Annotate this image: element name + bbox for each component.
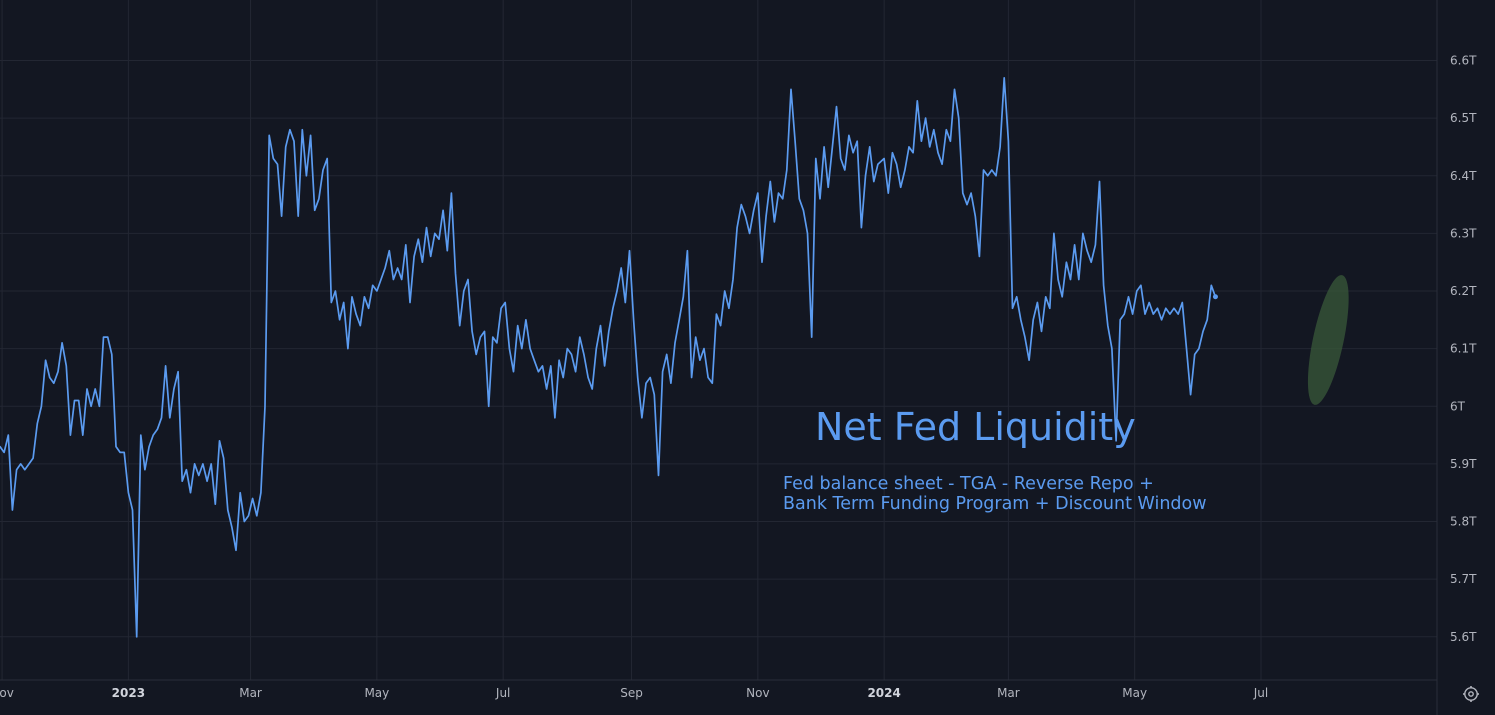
y-tick-label: 5.9T — [1450, 457, 1477, 471]
x-tick-label: May — [1122, 686, 1147, 700]
y-tick-label: 5.8T — [1450, 515, 1477, 529]
x-tick-label: Mar — [239, 686, 262, 700]
y-tick-label: 5.6T — [1450, 630, 1477, 644]
chart-subtitle-line-2: Bank Term Funding Program + Discount Win… — [783, 494, 1207, 514]
x-tick-label: Jul — [1253, 686, 1268, 700]
y-tick-label: 6.6T — [1450, 54, 1477, 68]
x-tick-label: May — [364, 686, 389, 700]
y-tick-label: 6.1T — [1450, 342, 1477, 356]
grid — [0, 0, 1437, 680]
y-tick-label: 6.2T — [1450, 284, 1477, 298]
x-tick-label: Nov — [0, 686, 14, 700]
series-last-point — [1212, 294, 1218, 300]
x-tick-label: 2024 — [867, 686, 900, 700]
y-tick-label: 6T — [1450, 399, 1466, 413]
y-tick-label: 6.4T — [1450, 169, 1477, 183]
y-tick-label: 6.5T — [1450, 111, 1477, 125]
x-tick-label: Mar — [997, 686, 1020, 700]
x-tick-label: Nov — [746, 686, 769, 700]
series-layer — [0, 76, 1218, 638]
highlight-layer — [1307, 275, 1349, 405]
gear-icon[interactable] — [1463, 686, 1479, 702]
x-axis[interactable]: Nov 2023 Mar May Jul Sep Nov 2024 Mar May Jul — [0, 686, 1268, 700]
annotation-layer: Net Fed Liquidity Fed balance sheet - TG… — [783, 405, 1207, 514]
highlight-ellipse — [1307, 275, 1349, 405]
y-tick-label: 5.7T — [1450, 572, 1477, 586]
chart-title: Net Fed Liquidity — [815, 405, 1136, 449]
y-axis[interactable]: 5.6T 5.7T 5.8T 5.9T 6T 6.1T 6.2T 6.3T 6.4T 6.5T 6.… — [1450, 54, 1477, 644]
x-tick-label: Jul — [495, 686, 510, 700]
x-tick-label: Sep — [620, 686, 643, 700]
x-tick-label: 2023 — [112, 686, 145, 700]
chart-subtitle-line-1: Fed balance sheet - TGA - Reverse Repo + — [783, 474, 1154, 494]
series-line[interactable] — [0, 76, 1217, 638]
y-tick-label: 6.3T — [1450, 226, 1477, 240]
